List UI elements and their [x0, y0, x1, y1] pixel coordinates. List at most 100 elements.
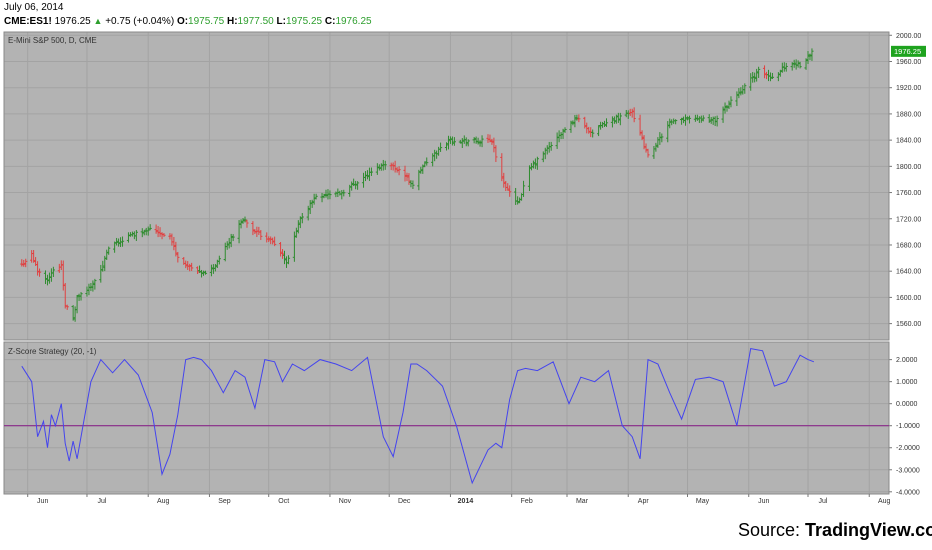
time-axis[interactable]: Jun Jul Aug Sep Oct Nov Dec 2014 Feb Mar Apr May Jun… — [27, 494, 891, 505]
ohlc-bar — [721, 106, 725, 123]
ohlc-bar — [632, 107, 636, 123]
ohlc-bar — [116, 238, 121, 247]
ohlc-bar — [753, 72, 757, 83]
ohlc-bar — [423, 161, 427, 168]
ohlc-bar — [679, 117, 684, 125]
x-tick-label: Jun — [758, 498, 769, 505]
ohlc-bar — [806, 51, 810, 64]
open-label: O: — [176, 16, 189, 27]
high-label: H: — [226, 16, 238, 27]
ohlc-bar — [199, 269, 204, 278]
ohlc-bar — [286, 255, 291, 265]
ohlc-bar — [472, 137, 476, 144]
ohlc-bar — [99, 264, 103, 283]
ohlc-bar — [452, 137, 457, 146]
ohlc-bar — [154, 224, 158, 234]
indicator-pane[interactable]: 2.0000 1.0000 0.0000 -1.0000 -2.0000 -3.0000 -… — [3, 341, 920, 496]
indicator-title: Z-Score Strategy (20, -1) — [8, 347, 97, 356]
ohlc-bar — [61, 260, 65, 291]
x-tick-label: Mar — [576, 498, 589, 505]
ohlc-bar — [184, 260, 188, 269]
ohlc-bar — [699, 115, 703, 123]
ohlc-bar — [350, 181, 354, 191]
ohlc-bar — [707, 114, 711, 123]
close-value: 1976.25 — [335, 16, 372, 27]
ohlc-bar — [421, 164, 425, 174]
ohlc-bar — [328, 190, 332, 200]
ohlc-bar — [65, 304, 69, 310]
ohlc-bar — [521, 180, 526, 197]
price-pane[interactable]: 2000.00 1960.00 1920.00 1880.00 1840.00 1800.… — [3, 31, 926, 341]
ohlc-bar — [727, 100, 731, 109]
ohlc-bar — [156, 226, 160, 238]
ohlc-bar — [739, 87, 743, 96]
ohlc-bar — [294, 227, 298, 238]
ohlc-bar — [666, 121, 670, 143]
ohlc-bar — [587, 126, 591, 134]
price-y-tick-label: 1640.00 — [896, 269, 921, 276]
ohlc-bar — [37, 268, 42, 277]
price-y-tick-label: 1800.00 — [896, 164, 921, 171]
up-arrow-icon: ▲ — [93, 16, 103, 26]
low-label: L: — [276, 16, 286, 27]
x-tick-label: Aug — [878, 498, 891, 505]
ohlc-bar — [549, 141, 553, 151]
ohlc-bar — [91, 280, 95, 292]
ohlc-bar — [743, 83, 747, 94]
ohlc-bar — [778, 69, 782, 77]
ohlc-bar — [500, 153, 504, 182]
ohlc-bar — [188, 263, 192, 272]
ohlc-bar — [723, 102, 727, 114]
ohlc-bar — [751, 71, 755, 83]
ohlc-bar — [45, 274, 50, 286]
ohlc-bar — [229, 233, 233, 248]
ohlc-bar — [22, 259, 26, 267]
ohlc-bar — [755, 68, 759, 82]
ohlc-bar — [282, 250, 287, 265]
ohlc-bar — [375, 163, 379, 175]
ohlc-bar — [365, 170, 370, 180]
price-y-tick-label: 1560.00 — [896, 321, 921, 328]
indicator-y-tick-label: -1.0000 — [896, 423, 920, 430]
ohlc-bar — [506, 183, 510, 191]
ohlc-bar — [195, 266, 200, 274]
ohlc-bar — [162, 233, 166, 237]
price-y-tick-label: 1760.00 — [896, 190, 921, 197]
ohlc-bar — [103, 255, 107, 272]
ohlc-bar — [450, 136, 455, 146]
ohlc-bar — [729, 96, 733, 108]
ohlc-bar — [610, 116, 615, 128]
ohlc-bar — [597, 125, 601, 137]
ohlc-bar — [227, 237, 231, 249]
ohlc-bar — [140, 228, 144, 238]
price-pane-background — [4, 32, 889, 340]
ohlc-bar — [561, 128, 565, 139]
ohlc-bar — [715, 115, 719, 127]
last-price: 1976.25 — [54, 16, 91, 27]
ohlc-bar — [693, 114, 698, 122]
ohlc-bar — [502, 172, 506, 188]
price-y-tick-label: 1720.00 — [896, 216, 921, 223]
ohlc-bar — [75, 294, 79, 314]
quote-summary: CME:ES1! 1976.25 ▲ +0.75 (+0.04%) O:1975… — [4, 16, 372, 27]
price-chart-title: E-Mini S&P 500, D, CME — [8, 36, 97, 45]
source-prefix: Source: — [738, 520, 806, 540]
x-tick-label: Sep — [218, 498, 231, 505]
ohlc-bar — [533, 158, 537, 169]
ohlc-bar — [798, 61, 802, 69]
ohlc-bar — [762, 65, 767, 79]
ohlc-bar — [241, 218, 245, 224]
ohlc-bar — [630, 108, 634, 118]
ohlc-bars — [20, 48, 814, 322]
x-tick-label: Jun — [37, 498, 48, 505]
indicator-y-tick-label: -4.0000 — [896, 489, 920, 496]
price-y-tick-label: 1880.00 — [896, 111, 921, 118]
x-tick-label: Jul — [819, 498, 828, 505]
ohlc-bar — [231, 234, 235, 242]
ohlc-bar — [379, 163, 383, 171]
x-tick-label: 2014 — [458, 498, 474, 505]
ohlc-bar — [460, 138, 464, 148]
x-tick-label: Oct — [278, 498, 289, 505]
ohlc-bar — [292, 231, 296, 262]
